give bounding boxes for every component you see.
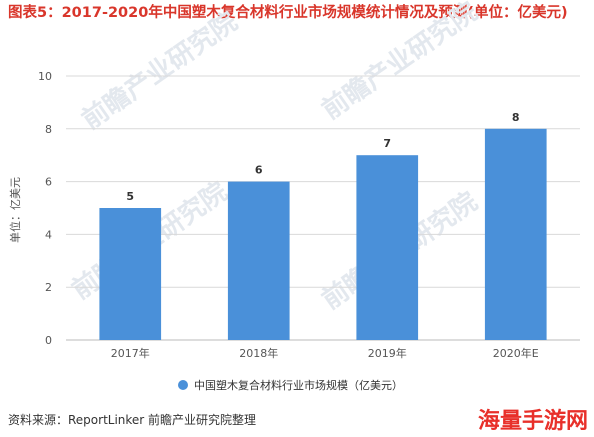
source-note: 资料来源：ReportLinker 前瞻产业研究院整理: [8, 413, 257, 427]
legend: 中国塑木复合材料行业市场规模（亿美元）: [178, 378, 403, 392]
y-tick-label: 10: [38, 70, 52, 83]
bar: [99, 208, 162, 340]
x-tick-label: 2020年E: [493, 346, 539, 360]
bar: [227, 181, 290, 340]
legend-swatch: [178, 380, 188, 390]
data-label: 7: [383, 137, 391, 150]
y-tick-label: 4: [45, 228, 52, 241]
bars: 5 6 7 8: [99, 111, 547, 340]
y-tick-label: 0: [45, 334, 52, 347]
data-label: 5: [126, 190, 134, 203]
y-tick-label: 2: [45, 281, 52, 294]
bar: [356, 155, 419, 340]
bar: [484, 128, 547, 340]
y-axis-ticks: 0 2 4 6 8 10: [38, 70, 52, 347]
y-axis-label: 单位：亿美元: [8, 177, 22, 243]
background-watermark: 前瞻产业研究院: [76, 6, 243, 136]
background-watermark: 前瞻产业研究院: [316, 0, 483, 126]
x-tick-label: 2018年: [239, 346, 278, 360]
x-tick-label: 2019年: [368, 346, 407, 360]
site-watermark-logo: 海量手游网: [477, 409, 588, 434]
legend-label: 中国塑木复合材料行业市场规模（亿美元）: [194, 378, 403, 392]
y-tick-label: 6: [45, 176, 52, 189]
data-label: 8: [512, 111, 520, 124]
y-tick-label: 8: [45, 123, 52, 136]
x-tick-label: 2017年: [111, 346, 150, 360]
x-axis-ticks: 2017年 2018年 2019年 2020年E: [111, 346, 539, 360]
data-label: 6: [255, 164, 263, 177]
chart-title: 图表5：2017-2020年中国塑木复合材料行业市场规模统计情况及预测(单位：亿…: [8, 5, 568, 21]
